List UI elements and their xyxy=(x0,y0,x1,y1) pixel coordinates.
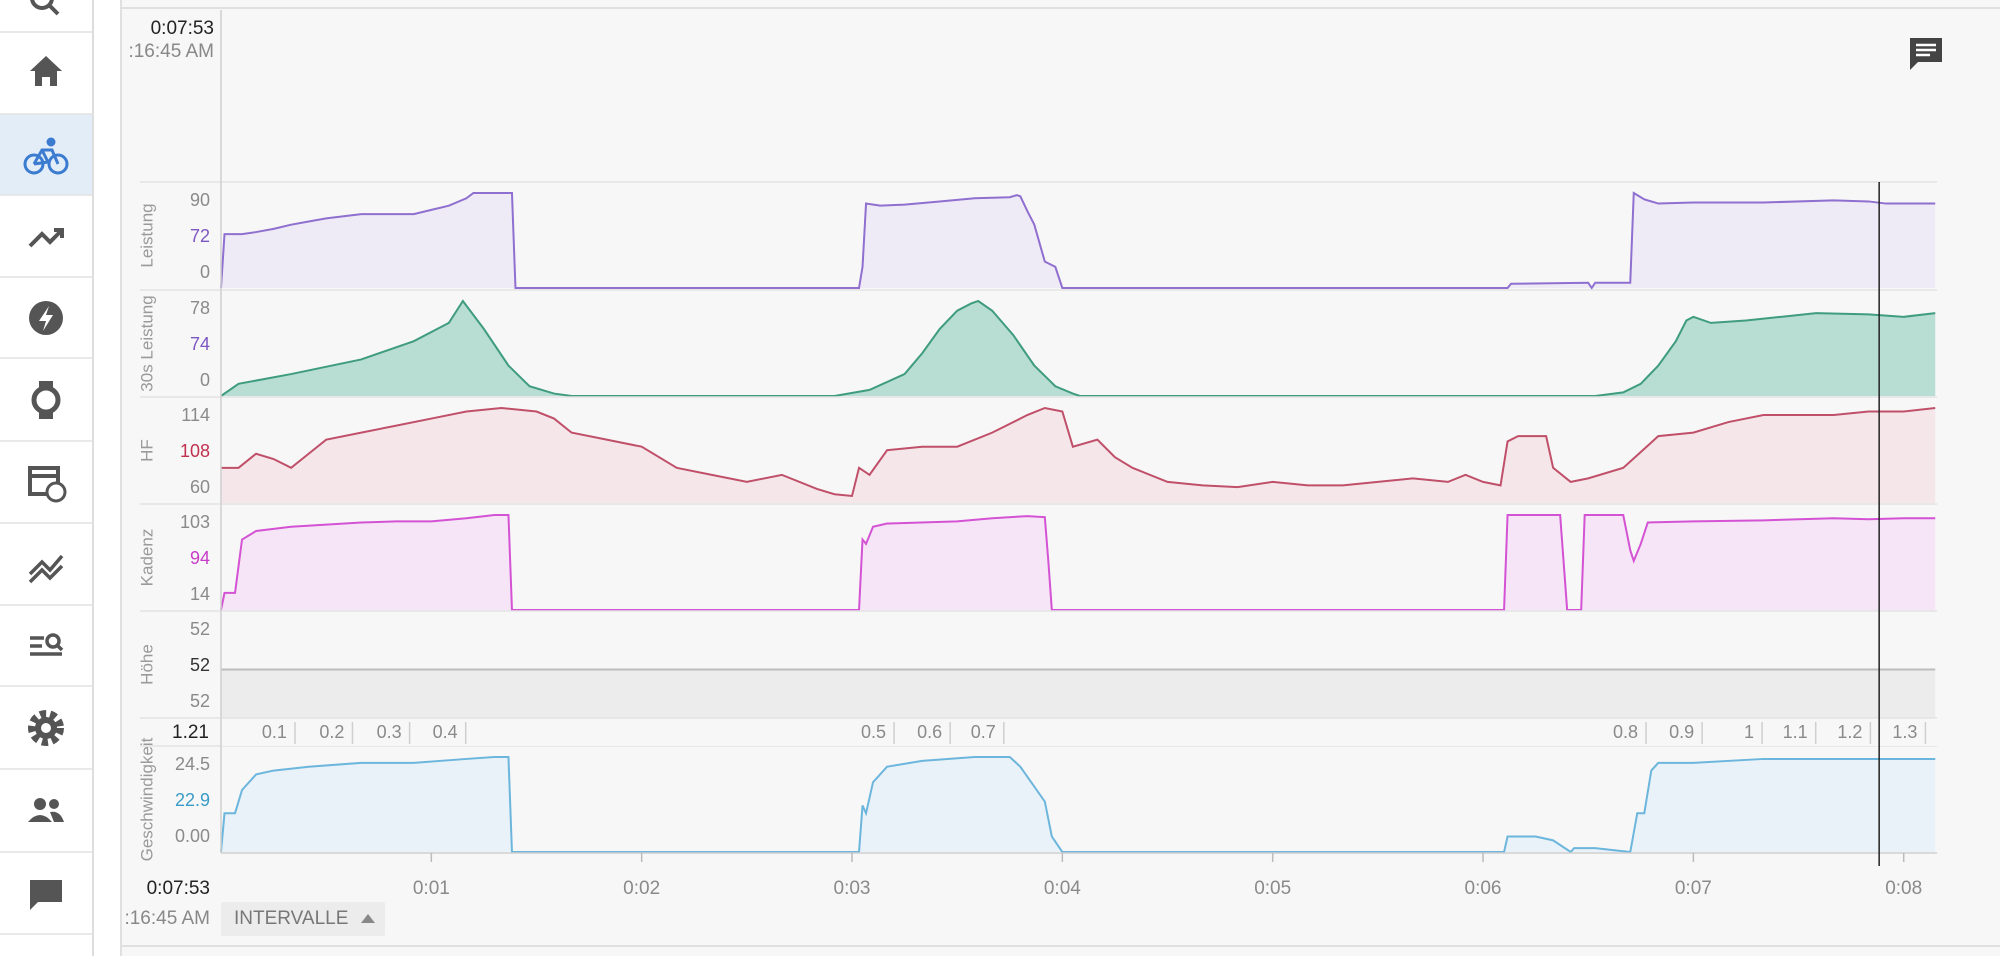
distance-label: 1 xyxy=(1744,722,1754,742)
icon-calendar[interactable] xyxy=(28,466,67,503)
y-tick-label: 103 xyxy=(180,512,210,532)
distance-current: 1.21 xyxy=(172,722,209,743)
footer-time: 0:07:53 xyxy=(147,878,210,899)
icon-bolt[interactable] xyxy=(29,301,63,335)
icon-home[interactable] xyxy=(30,56,62,86)
y-tick-label: 90 xyxy=(190,190,210,210)
track-name: Kadenz xyxy=(137,529,156,587)
y-tick-label: 60 xyxy=(190,477,210,497)
current-value: 22.9 xyxy=(175,790,210,810)
y-tick-label: 52 xyxy=(190,619,210,639)
sidebar-dividers xyxy=(0,31,93,935)
track-name: HF xyxy=(137,439,156,462)
header-clock: :16:45 AM xyxy=(128,41,214,62)
x-tick-label: 0:04 xyxy=(1044,878,1081,899)
icon-chat[interactable] xyxy=(30,880,62,910)
header-time: 0:07:53 xyxy=(151,18,214,39)
distance-label: 0.3 xyxy=(377,722,402,742)
y-tick-label: 114 xyxy=(181,405,210,425)
track-name: 30s Leistung xyxy=(137,295,156,391)
current-value: 52 xyxy=(190,655,210,675)
y-tick-label: 52 xyxy=(190,691,210,711)
current-value: 72 xyxy=(190,226,210,246)
icon-bike[interactable] xyxy=(23,137,69,175)
distance-row xyxy=(221,718,1937,746)
x-tick-label: 0:06 xyxy=(1465,878,1502,899)
distance-label: 0.7 xyxy=(971,722,996,742)
track-area xyxy=(221,301,1936,396)
intervals-button[interactable]: INTERVALLE xyxy=(221,902,385,936)
distance-label: 0.2 xyxy=(319,722,344,742)
x-tick-label: 0:08 xyxy=(1885,878,1922,899)
y-tick-label: 0 xyxy=(200,262,210,282)
y-tick-label: 14 xyxy=(190,584,210,604)
icon-list-search[interactable] xyxy=(30,633,64,656)
icon-compare[interactable] xyxy=(28,554,64,584)
y-tick-label: 0 xyxy=(200,370,210,390)
x-tick-label: 0:03 xyxy=(834,878,871,899)
x-tick-label: 0:02 xyxy=(623,878,660,899)
track-line xyxy=(220,514,1936,611)
icon-people[interactable] xyxy=(28,798,64,822)
comment-button[interactable] xyxy=(1910,38,1942,70)
distance-label: 0.9 xyxy=(1669,722,1694,742)
x-tick-label: 0:05 xyxy=(1254,878,1291,899)
distance-label: 0.6 xyxy=(917,722,942,742)
track-area xyxy=(221,757,1936,852)
icon-settings[interactable] xyxy=(28,710,64,746)
track-line xyxy=(221,406,1936,498)
track-line xyxy=(220,299,1936,397)
sidebar-selected xyxy=(0,114,93,195)
track-line xyxy=(220,756,1936,854)
current-value: 74 xyxy=(190,334,210,354)
track-area xyxy=(221,408,1936,503)
intervals-label: INTERVALLE xyxy=(234,908,348,929)
track-area xyxy=(221,669,1936,718)
icon-search[interactable] xyxy=(30,0,60,16)
y-tick-label: 0.00 xyxy=(175,826,210,846)
x-tick-label: 0:07 xyxy=(1675,878,1712,899)
y-tick-label: 78 xyxy=(190,298,210,318)
track-name: Geschwindigkeit xyxy=(137,737,156,861)
distance-label: 0.1 xyxy=(262,722,287,742)
distance-label: 0.8 xyxy=(1613,722,1638,742)
distance-label: 1.2 xyxy=(1837,722,1862,742)
distance-label: 1.3 xyxy=(1892,722,1917,742)
y-tick-label: 24.5 xyxy=(175,754,210,774)
icon-trend[interactable] xyxy=(28,228,64,248)
distance-label: 1.1 xyxy=(1783,722,1808,742)
distance-label: 0.5 xyxy=(861,722,886,742)
current-value: 94 xyxy=(190,548,210,568)
track-line xyxy=(220,191,1936,290)
track-name: Leistung xyxy=(137,203,156,267)
x-tick-label: 0:01 xyxy=(413,878,450,899)
icon-watch[interactable] xyxy=(31,381,61,419)
distance-label: 0.4 xyxy=(433,722,458,742)
track-name: Höhe xyxy=(137,644,156,685)
current-value: 108 xyxy=(180,441,210,461)
footer-clock: :16:45 AM xyxy=(124,908,210,929)
